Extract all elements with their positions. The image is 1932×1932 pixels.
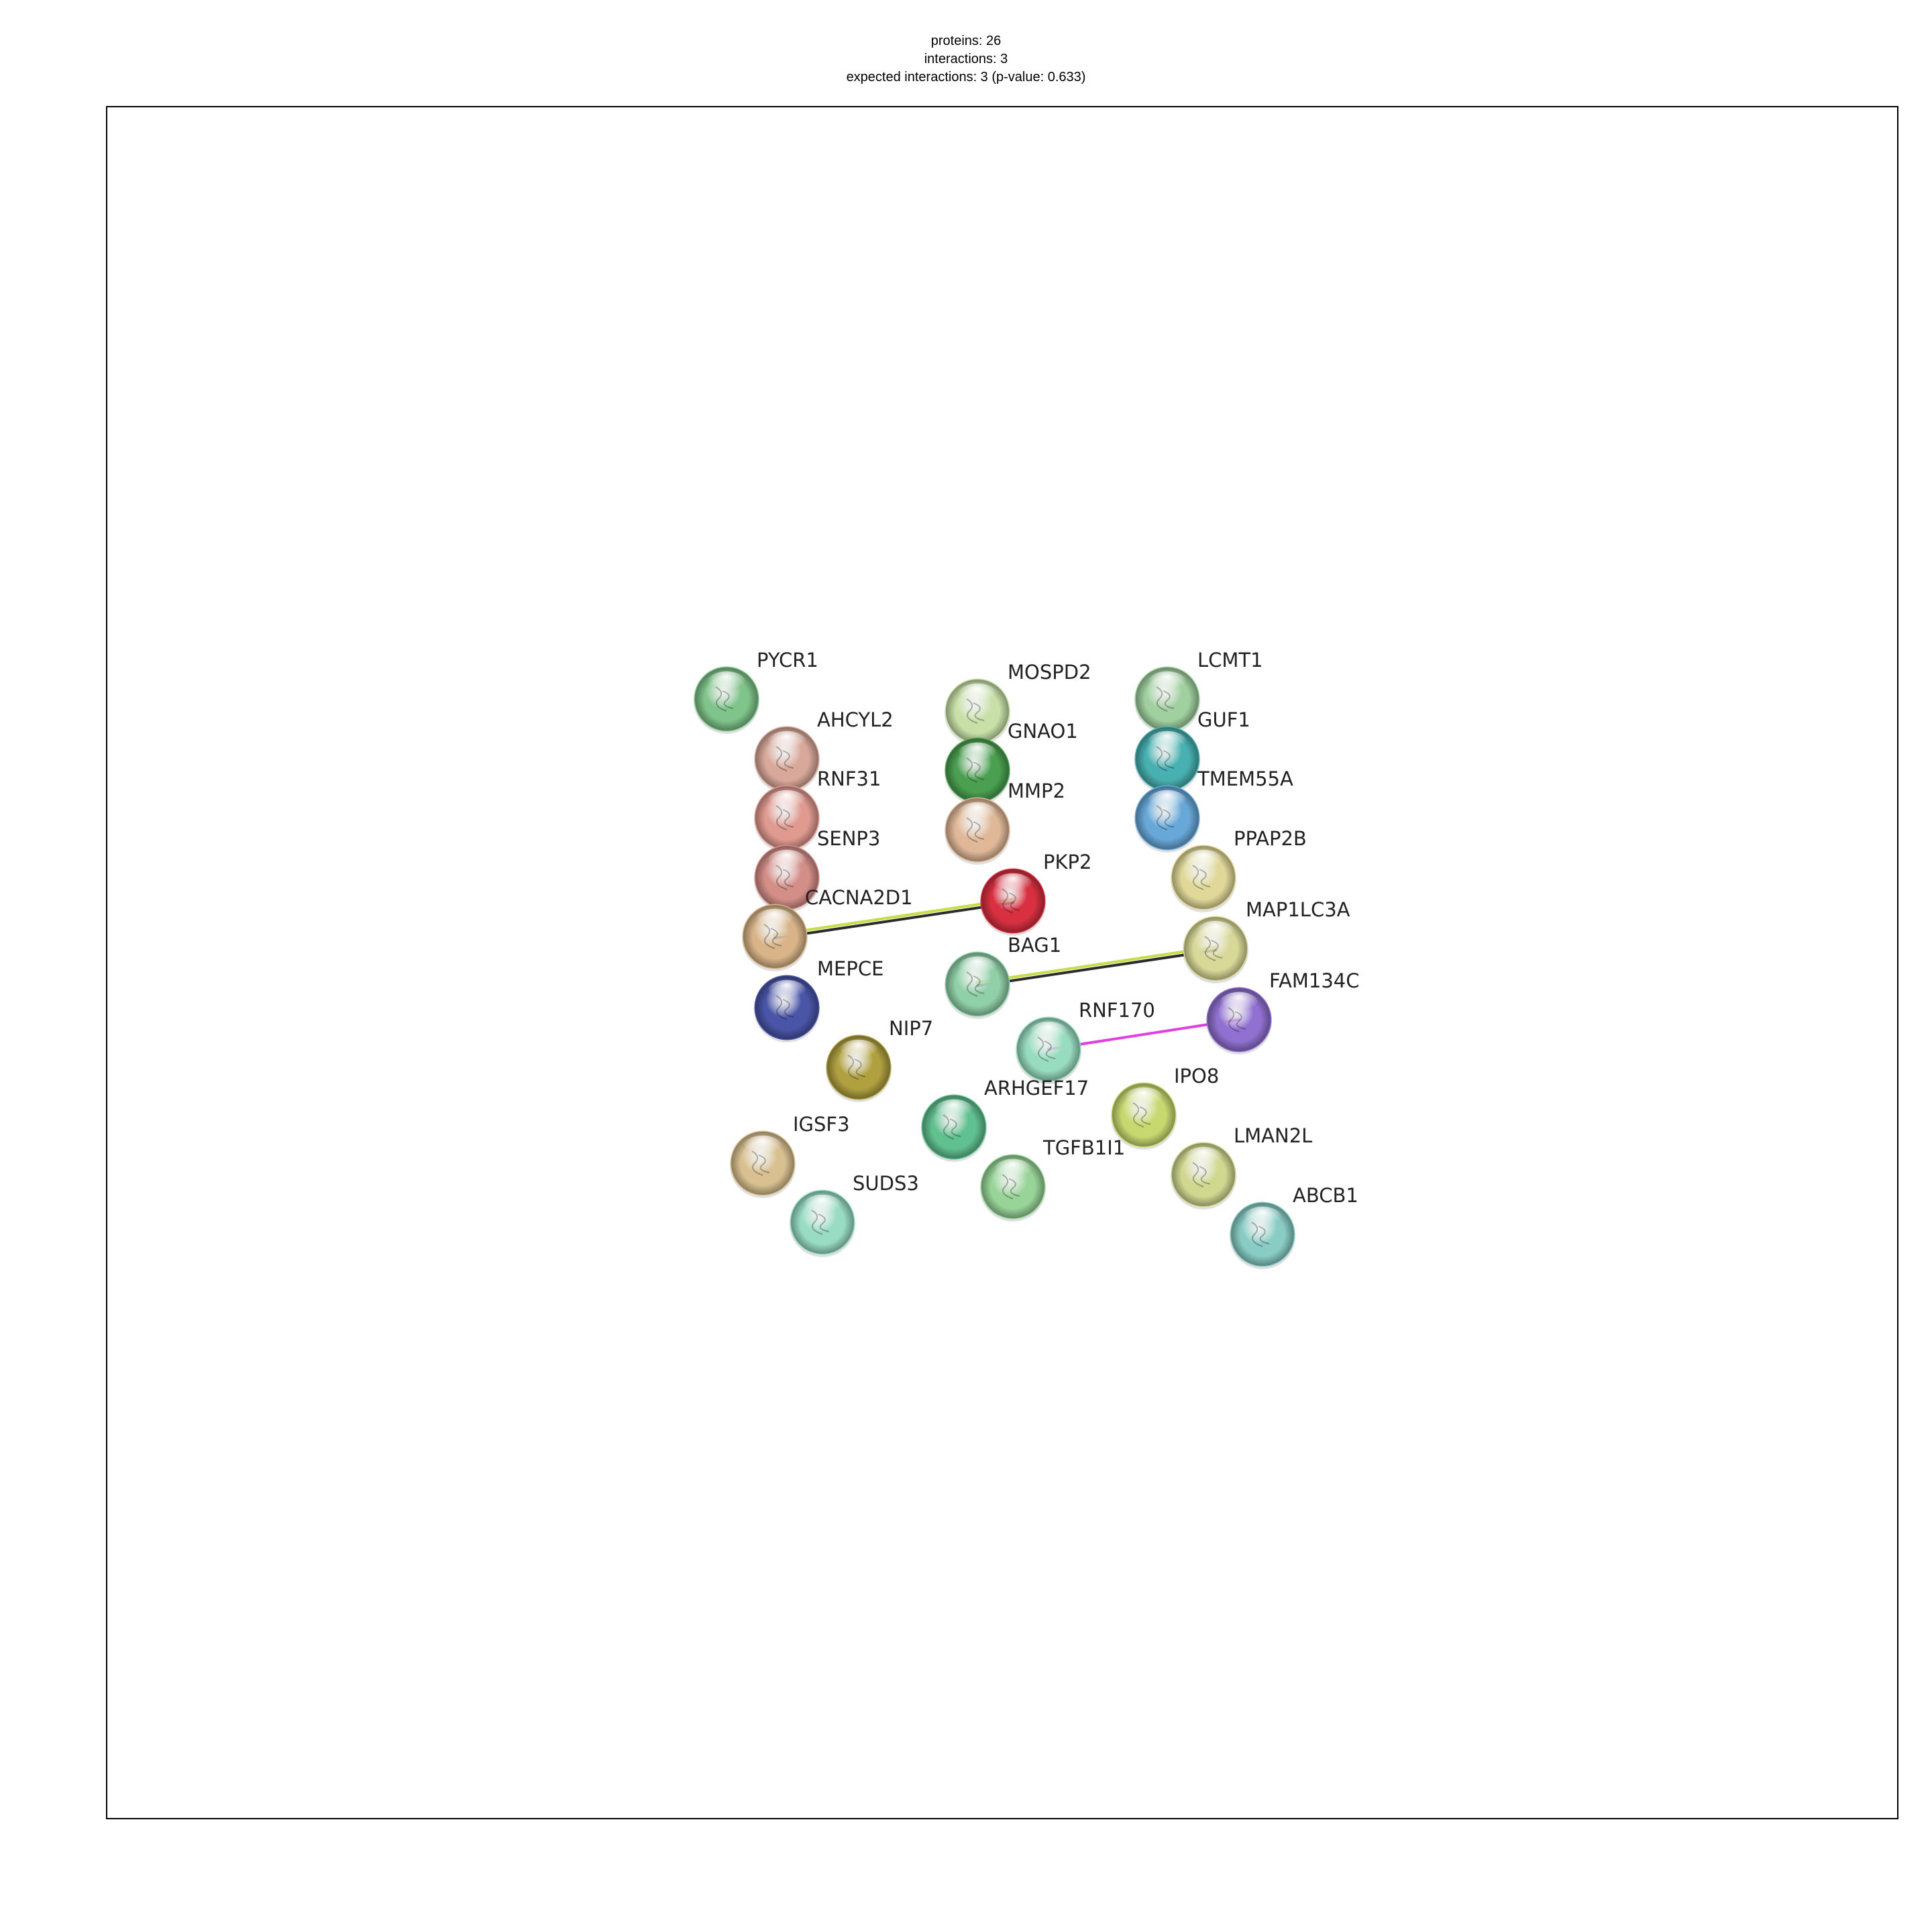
- node-highlight: [839, 1039, 879, 1064]
- node-label: FAM134C: [1269, 969, 1359, 992]
- edge-evidence-line: [975, 945, 1217, 984]
- node-label: IPO8: [1174, 1065, 1219, 1087]
- node-label: LMAN2L: [1234, 1124, 1312, 1147]
- node-label: MMP2: [1008, 780, 1065, 802]
- node-highlight: [1242, 1206, 1283, 1231]
- node-label: PYCR1: [757, 649, 818, 672]
- node-abcb1[interactable]: ABCB1: [1230, 1184, 1358, 1269]
- node-highlight: [957, 742, 998, 767]
- node-highlight: [957, 956, 998, 981]
- interaction-count: interactions: 3: [924, 52, 1008, 66]
- node-highlight: [802, 1194, 843, 1219]
- node-igsf3[interactable]: IGSF3: [730, 1113, 850, 1198]
- node-highlight: [767, 979, 807, 1004]
- node-arhgef17[interactable]: ARHGEF17: [921, 1077, 1089, 1162]
- node-highlight: [1028, 1021, 1069, 1046]
- node-label: RNF170: [1079, 999, 1155, 1022]
- node-highlight: [934, 1099, 974, 1124]
- node-gnao1[interactable]: GNAO1: [945, 720, 1078, 805]
- node-label: RNF31: [817, 767, 881, 790]
- node-bag1[interactable]: BAG1: [945, 934, 1061, 1019]
- node-map1lc3a[interactable]: MAP1LC3A: [1183, 898, 1350, 983]
- node-label: TMEM55A: [1197, 767, 1293, 790]
- node-highlight: [957, 802, 998, 826]
- node-label: LCMT1: [1197, 649, 1263, 672]
- node-highlight: [767, 731, 807, 755]
- node-label: MEPCE: [817, 957, 883, 980]
- network-frame: [106, 106, 1898, 1819]
- node-highlight: [706, 671, 747, 696]
- node-tgfb1i1[interactable]: TGFB1I1: [980, 1136, 1125, 1222]
- node-pycr1[interactable]: PYCR1: [694, 649, 818, 734]
- node-highlight: [1183, 1146, 1224, 1171]
- node-nip7[interactable]: NIP7: [826, 1017, 933, 1102]
- node-highlight: [1147, 731, 1187, 755]
- node-highlight: [957, 683, 998, 708]
- node-cacna2d1[interactable]: CACNA2D1: [742, 886, 913, 971]
- node-highlight: [1195, 920, 1236, 945]
- node-label: GUF1: [1197, 708, 1250, 731]
- node-label: SUDS3: [853, 1172, 919, 1195]
- node-label: PKP2: [1043, 851, 1091, 873]
- node-rnf31[interactable]: RNF31: [754, 767, 881, 853]
- node-label: AHCYL2: [817, 708, 894, 731]
- node-label: BAG1: [1008, 934, 1061, 957]
- edge-evidence-line: [976, 949, 1218, 987]
- node-label: NIP7: [889, 1017, 933, 1040]
- node-highlight: [993, 1159, 1033, 1183]
- node-label: MAP1LC3A: [1246, 898, 1350, 921]
- node-highlight: [1183, 849, 1224, 874]
- node-lcmt1[interactable]: LCMT1: [1134, 649, 1263, 734]
- node-highlight: [1219, 991, 1259, 1016]
- node-label: CACNA2D1: [805, 886, 913, 909]
- nodes-layer: PYCR1 AHCYL2 RNF31 SENP3 CACNA2D1 MEPCE NIP7 IG…: [694, 649, 1359, 1269]
- node-lman2l[interactable]: LMAN2L: [1171, 1124, 1312, 1210]
- node-highlight: [993, 873, 1033, 898]
- network-stats: proteins: 26 interactions: 3 expected in…: [0, 32, 1932, 87]
- node-label: ABCB1: [1293, 1184, 1358, 1207]
- node-highlight: [1147, 671, 1187, 696]
- node-highlight: [767, 849, 807, 874]
- node-suds3[interactable]: SUDS3: [790, 1172, 919, 1257]
- node-label: ARHGEF17: [984, 1077, 1089, 1099]
- node-ahcyl2[interactable]: AHCYL2: [754, 708, 894, 794]
- node-mmp2[interactable]: MMP2: [945, 780, 1065, 865]
- edge-cacna2d1-pkp2[interactable]: [773, 898, 1015, 940]
- node-pkp2[interactable]: PKP2: [980, 851, 1091, 936]
- node-senp3[interactable]: SENP3: [754, 827, 880, 912]
- node-tmem55a[interactable]: TMEM55A: [1134, 767, 1293, 853]
- node-rnf170[interactable]: RNF170: [1016, 999, 1155, 1084]
- node-highlight: [1124, 1087, 1164, 1112]
- node-fam134c[interactable]: FAM134C: [1206, 969, 1359, 1055]
- node-highlight: [767, 790, 807, 814]
- node-label: SENP3: [817, 827, 880, 850]
- edge-bag1-map1lc3a[interactable]: [975, 945, 1218, 987]
- node-label: GNAO1: [1008, 720, 1078, 743]
- node-highlight: [1147, 790, 1187, 814]
- node-label: MOSPD2: [1008, 661, 1091, 684]
- node-ipo8[interactable]: IPO8: [1111, 1065, 1219, 1150]
- node-highlight: [743, 1135, 783, 1160]
- protein-count: proteins: 26: [930, 34, 1002, 48]
- node-mepce[interactable]: MEPCE: [754, 957, 883, 1042]
- node-mospd2[interactable]: MOSPD2: [945, 661, 1091, 746]
- node-guf1[interactable]: GUF1: [1134, 708, 1250, 794]
- edge-evidence-line: [773, 898, 1014, 936]
- expected-interactions: expected interactions: 3 (p-value: 0.633…: [846, 70, 1086, 85]
- node-label: PPAP2B: [1234, 827, 1307, 850]
- edge-evidence-line: [773, 901, 1015, 940]
- node-ppap2b[interactable]: PPAP2B: [1171, 827, 1307, 912]
- node-label: IGSF3: [793, 1113, 850, 1136]
- node-label: TGFB1I1: [1042, 1136, 1125, 1159]
- node-highlight: [755, 908, 795, 933]
